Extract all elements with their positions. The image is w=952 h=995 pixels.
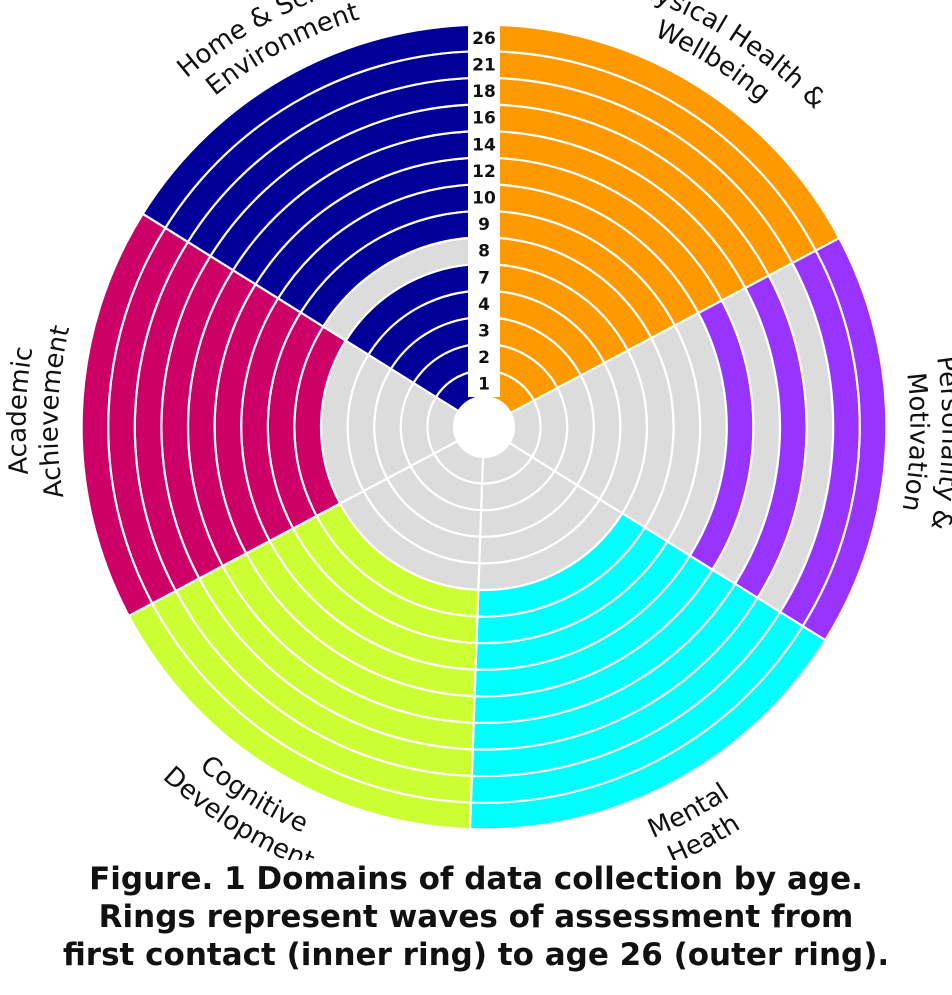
ring-label-age-12: 12 — [472, 162, 496, 182]
ring-label-age-14: 14 — [472, 135, 496, 155]
ring-label-age-9: 9 — [478, 215, 490, 235]
domain-label: Academic — [3, 344, 40, 476]
domain-label-text: Motivation — [895, 371, 933, 514]
caption-line-1: Figure. 1 Domains of data collection by … — [89, 861, 863, 897]
rings-layer — [80, 23, 888, 831]
domain-label: Motivation — [895, 371, 933, 514]
ring-label-age-2: 2 — [478, 348, 490, 368]
domain-label: Achievement — [35, 323, 77, 501]
ring-label-age-3: 3 — [478, 322, 490, 342]
ring-label-age-21: 21 — [472, 56, 496, 76]
caption-line-2: Rings represent waves of assessment from — [98, 899, 854, 935]
ring-label-age-18: 18 — [472, 82, 496, 102]
ring-label-age-4: 4 — [478, 295, 490, 315]
caption-line-3: first contact (inner ring) to age 26 (ou… — [62, 937, 890, 973]
ring-label-background — [468, 22, 500, 397]
ring-label-age-10: 10 — [472, 189, 496, 209]
ring-label-age-16: 16 — [472, 109, 496, 129]
ring-label-age-26: 26 — [472, 29, 496, 49]
ring-label-age-1: 1 — [478, 375, 490, 395]
ring-label-age-7: 7 — [478, 268, 490, 288]
figure-caption: Figure. 1 Domains of data collection by … — [0, 860, 952, 974]
domain-label-text: Academic — [3, 344, 40, 476]
domain-label-text: Achievement — [35, 323, 77, 501]
ring-label-age-8: 8 — [478, 242, 490, 262]
